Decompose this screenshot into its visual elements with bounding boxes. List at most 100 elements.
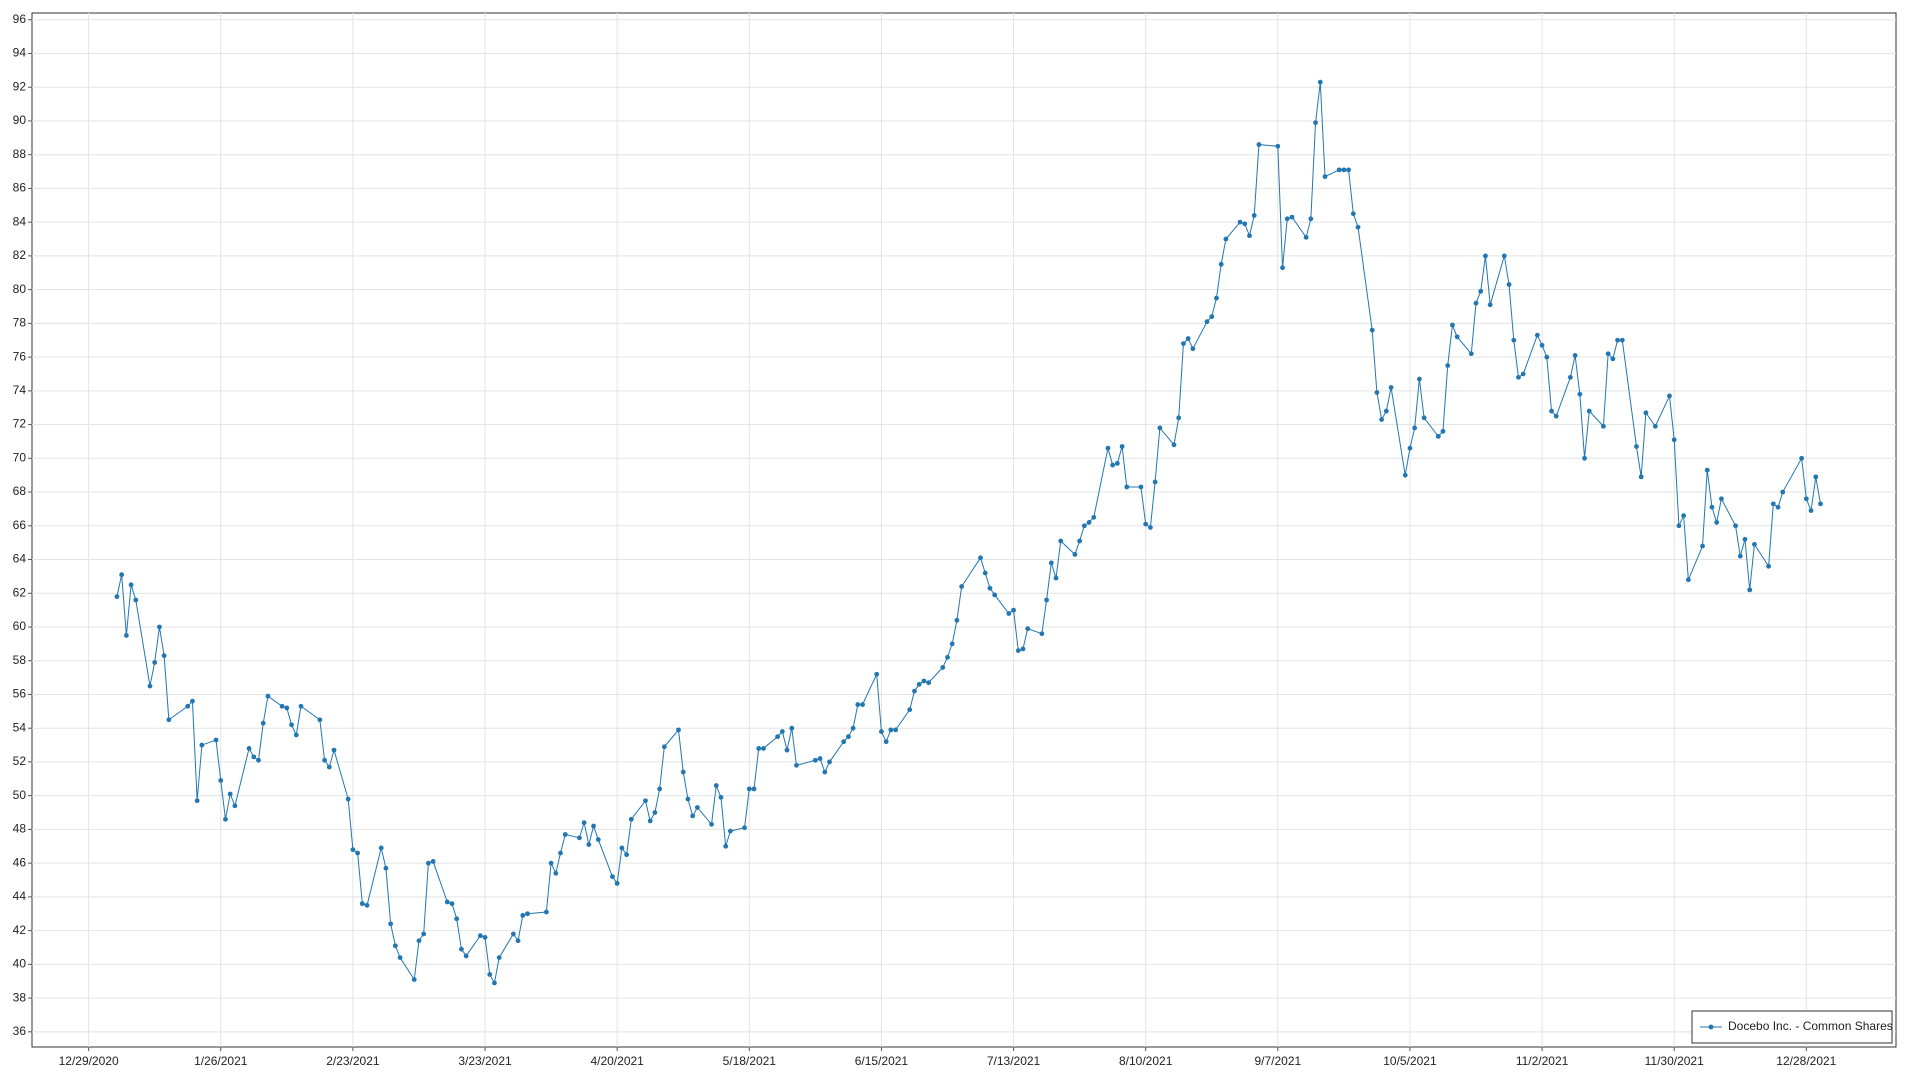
data-point <box>879 729 884 734</box>
data-point <box>860 702 865 707</box>
data-point <box>1586 408 1592 414</box>
data-point <box>1615 337 1620 343</box>
data-point <box>1549 408 1554 414</box>
data-point <box>610 874 615 880</box>
y-tick-label: 56 <box>13 687 27 701</box>
y-tick-label: 60 <box>13 619 27 633</box>
data-point <box>1020 646 1026 652</box>
y-tick-label: 74 <box>13 383 27 397</box>
x-tick-label: 11/30/2021 <box>1645 1054 1704 1068</box>
data-point <box>218 778 224 783</box>
data-point <box>510 931 516 937</box>
data-point <box>1119 444 1125 449</box>
data-point <box>1143 521 1149 527</box>
data-point <box>1383 408 1389 414</box>
data-point <box>1704 467 1710 473</box>
data-point <box>1322 174 1328 180</box>
data-point <box>1336 167 1342 173</box>
y-tick-label: 92 <box>13 79 27 93</box>
data-point <box>822 769 828 775</box>
y-tick-label: 46 <box>13 855 27 869</box>
data-point <box>685 796 691 802</box>
data-point <box>1313 120 1318 126</box>
legend-label: Docebo Inc. - Common Shares <box>1728 1019 1893 1033</box>
y-tick-label: 72 <box>13 417 27 431</box>
data-point <box>421 931 427 937</box>
data-point <box>265 693 271 699</box>
data-point <box>416 938 422 944</box>
data-point <box>1506 282 1512 287</box>
data-point <box>921 678 927 684</box>
data-point <box>1544 354 1550 360</box>
y-tick-label: 52 <box>13 754 27 768</box>
data-point <box>1799 455 1805 461</box>
data-point <box>1242 221 1248 227</box>
y-tick-label: 86 <box>13 181 27 195</box>
data-point <box>628 816 634 822</box>
y-tick-label: 44 <box>13 889 27 903</box>
data-point <box>1350 211 1356 217</box>
data-point <box>1152 479 1158 485</box>
data-point <box>317 717 323 723</box>
y-tick-label: 90 <box>13 113 27 127</box>
data-point <box>1747 587 1753 593</box>
data-point <box>817 756 823 761</box>
data-point <box>728 828 733 834</box>
data-point <box>1379 417 1385 422</box>
data-point <box>279 703 285 709</box>
data-point <box>709 821 714 827</box>
data-point <box>147 683 153 689</box>
data-point <box>1317 79 1323 85</box>
y-tick-label: 84 <box>13 214 27 228</box>
data-point <box>1435 433 1441 439</box>
data-point <box>779 729 785 734</box>
data-point <box>619 845 625 851</box>
y-tick-label: 38 <box>13 990 27 1004</box>
y-tick-label: 40 <box>13 957 27 971</box>
data-point <box>543 909 549 915</box>
data-point <box>1501 253 1507 259</box>
data-point <box>581 820 587 826</box>
data-point <box>827 759 832 765</box>
data-point <box>293 732 299 738</box>
data-point <box>694 805 700 810</box>
data-point <box>690 813 696 819</box>
data-point <box>1520 371 1526 377</box>
data-point <box>1752 541 1757 547</box>
data-point <box>392 943 398 949</box>
y-tick-label: 58 <box>13 653 27 667</box>
data-point <box>562 832 568 837</box>
data-point <box>1105 445 1111 451</box>
data-point <box>912 688 917 694</box>
y-tick-label: 36 <box>13 1024 27 1038</box>
data-point <box>477 933 483 939</box>
x-tick-label: 3/23/2021 <box>458 1054 512 1068</box>
plot <box>114 79 1823 986</box>
legend: Docebo Inc. - Common Shares <box>1691 1010 1893 1044</box>
data-point <box>713 783 719 788</box>
data-point <box>643 798 648 804</box>
data-point <box>845 734 851 740</box>
data-point <box>383 865 389 871</box>
data-point <box>1539 342 1545 348</box>
data-point <box>652 810 658 815</box>
data-point <box>1511 337 1517 343</box>
data-point <box>1157 425 1163 431</box>
data-point <box>388 921 394 927</box>
data-point <box>1110 462 1116 468</box>
data-point <box>595 837 601 842</box>
data-point <box>425 860 431 866</box>
data-point <box>1072 552 1078 557</box>
data-point <box>718 794 724 800</box>
data-point <box>812 757 818 763</box>
data-point <box>1516 374 1521 380</box>
data-point <box>1416 376 1422 382</box>
data-point <box>227 791 233 797</box>
data-point <box>157 624 162 630</box>
data-point <box>959 584 965 589</box>
data-point <box>1803 496 1809 502</box>
data-point <box>364 902 370 908</box>
data-point <box>1818 501 1823 507</box>
data-point <box>1237 219 1243 225</box>
